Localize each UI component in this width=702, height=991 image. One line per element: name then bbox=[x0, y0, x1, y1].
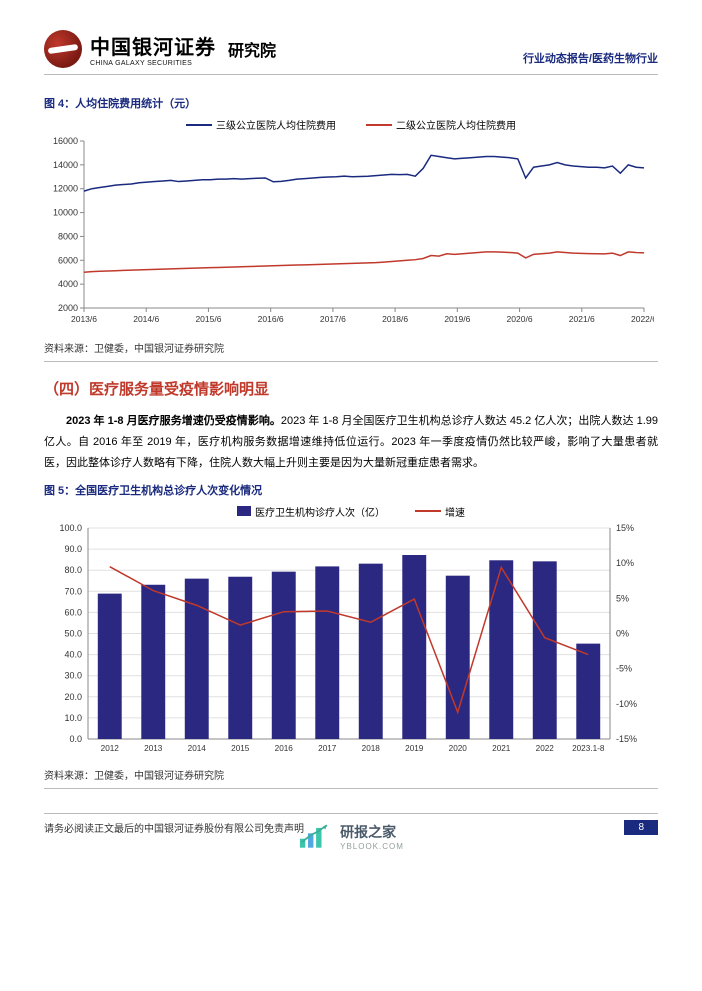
figure-4-title: 图 4：人均住院费用统计（元） bbox=[44, 95, 658, 111]
svg-text:12000: 12000 bbox=[53, 184, 78, 194]
report-category: 行业动态报告/医药生物行业 bbox=[523, 50, 658, 68]
figure-5-chart: 医疗卫生机构诊疗人次（亿） 增速 0.0 10.0 20.0 30.0 40.0 50.0… bbox=[44, 504, 658, 763]
svg-text:10%: 10% bbox=[616, 558, 634, 568]
svg-text:4000: 4000 bbox=[58, 279, 78, 289]
page-header: 中国银河证券 CHINA GALAXY SECURITIES 研究院 行业动态报… bbox=[44, 30, 658, 75]
svg-text:2019: 2019 bbox=[405, 744, 424, 753]
watermark: 研报之家 YBLOOK.COM bbox=[298, 822, 404, 851]
logo-block: 中国银河证券 CHINA GALAXY SECURITIES bbox=[44, 30, 216, 68]
svg-text:-15%: -15% bbox=[616, 734, 637, 744]
svg-text:2017/6: 2017/6 bbox=[320, 314, 346, 324]
legend-label-line: 增速 bbox=[445, 504, 465, 519]
section-4-paragraph: 2023 年 1-8 月医疗服务增速仍受疫情影响。2023 年 1-8 月全国医… bbox=[44, 411, 658, 474]
svg-text:100.0: 100.0 bbox=[59, 523, 82, 533]
svg-text:20.0: 20.0 bbox=[64, 691, 82, 701]
figure-5-legend: 医疗卫生机构诊疗人次（亿） 增速 bbox=[44, 504, 658, 519]
svg-text:2018: 2018 bbox=[362, 744, 381, 753]
svg-text:2022: 2022 bbox=[536, 744, 555, 753]
legend-label-s1: 三级公立医院人均住院费用 bbox=[216, 117, 336, 132]
page-number: 8 bbox=[624, 820, 658, 835]
figure-5-source: 资料来源：卫健委，中国银河证券研究院 bbox=[44, 763, 658, 789]
legend-swatch-s2 bbox=[366, 124, 392, 126]
svg-text:14000: 14000 bbox=[53, 160, 78, 170]
svg-text:8000: 8000 bbox=[58, 231, 78, 241]
svg-text:2016: 2016 bbox=[275, 744, 294, 753]
svg-text:2016/6: 2016/6 bbox=[258, 314, 284, 324]
legend-swatch-bar bbox=[237, 506, 251, 516]
figure-4-source: 资料来源：卫健委，中国银河证券研究院 bbox=[44, 336, 658, 362]
department-label: 研究院 bbox=[228, 37, 276, 61]
svg-text:-5%: -5% bbox=[616, 663, 632, 673]
svg-text:50.0: 50.0 bbox=[64, 628, 82, 638]
svg-text:5%: 5% bbox=[616, 593, 629, 603]
svg-text:0.0: 0.0 bbox=[69, 734, 82, 744]
svg-text:-10%: -10% bbox=[616, 699, 637, 709]
watermark-chart-icon bbox=[298, 822, 334, 850]
svg-text:2023.1-8: 2023.1-8 bbox=[572, 744, 605, 753]
svg-text:70.0: 70.0 bbox=[64, 586, 82, 596]
svg-text:2018/6: 2018/6 bbox=[382, 314, 408, 324]
svg-text:80.0: 80.0 bbox=[64, 565, 82, 575]
svg-text:2021: 2021 bbox=[492, 744, 511, 753]
svg-text:90.0: 90.0 bbox=[64, 544, 82, 554]
svg-text:15%: 15% bbox=[616, 523, 634, 533]
svg-text:2015/6: 2015/6 bbox=[195, 314, 221, 324]
svg-text:2015: 2015 bbox=[231, 744, 250, 753]
svg-text:2021/6: 2021/6 bbox=[569, 314, 595, 324]
svg-text:10000: 10000 bbox=[53, 208, 78, 218]
figure-4-legend: 三级公立医院人均住院费用 二级公立医院人均住院费用 bbox=[44, 117, 658, 132]
svg-text:2020: 2020 bbox=[449, 744, 468, 753]
disclaimer-text: 请务必阅读正文最后的中国银河证券股份有限公司免责声明 bbox=[44, 820, 304, 835]
legend-label-s2: 二级公立医院人均住院费用 bbox=[396, 117, 516, 132]
logo-en-text: CHINA GALAXY SECURITIES bbox=[90, 60, 216, 67]
figure-4-chart: 三级公立医院人均住院费用 二级公立医院人均住院费用 2000 4000 6000 80… bbox=[44, 117, 658, 336]
svg-text:0%: 0% bbox=[616, 628, 629, 638]
figure-5-title: 图 5：全国医疗卫生机构总诊疗人次变化情况 bbox=[44, 482, 658, 498]
svg-text:2022/6: 2022/6 bbox=[631, 314, 654, 324]
figure-5-svg: 0.0 10.0 20.0 30.0 40.0 50.0 60.0 70.0 80.0 90.0 1… bbox=[44, 523, 654, 763]
svg-text:2017: 2017 bbox=[318, 744, 337, 753]
figure-4-svg: 2000 4000 6000 8000 10000 12000 14000 16000 2013… bbox=[44, 136, 654, 336]
svg-text:2013/6: 2013/6 bbox=[71, 314, 97, 324]
svg-text:2014: 2014 bbox=[188, 744, 207, 753]
svg-text:16000: 16000 bbox=[53, 136, 78, 146]
svg-text:60.0: 60.0 bbox=[64, 607, 82, 617]
watermark-cn: 研报之家 bbox=[340, 822, 404, 842]
svg-text:40.0: 40.0 bbox=[64, 649, 82, 659]
watermark-en: YBLOOK.COM bbox=[340, 842, 404, 851]
svg-text:30.0: 30.0 bbox=[64, 670, 82, 680]
svg-text:2013: 2013 bbox=[144, 744, 163, 753]
section-4-title: （四）医疗服务量受疫情影响明显 bbox=[44, 378, 658, 399]
svg-text:2012: 2012 bbox=[101, 744, 120, 753]
legend-label-bar: 医疗卫生机构诊疗人次（亿） bbox=[255, 504, 385, 519]
svg-text:2020/6: 2020/6 bbox=[507, 314, 533, 324]
svg-text:2000: 2000 bbox=[58, 303, 78, 313]
svg-text:6000: 6000 bbox=[58, 255, 78, 265]
svg-text:2019/6: 2019/6 bbox=[444, 314, 470, 324]
legend-swatch-s1 bbox=[186, 124, 212, 126]
logo-cn-text: 中国银河证券 bbox=[90, 31, 216, 60]
legend-swatch-line bbox=[415, 510, 441, 512]
galaxy-logo-icon bbox=[44, 30, 82, 68]
svg-text:10.0: 10.0 bbox=[64, 713, 82, 723]
svg-text:2014/6: 2014/6 bbox=[133, 314, 159, 324]
